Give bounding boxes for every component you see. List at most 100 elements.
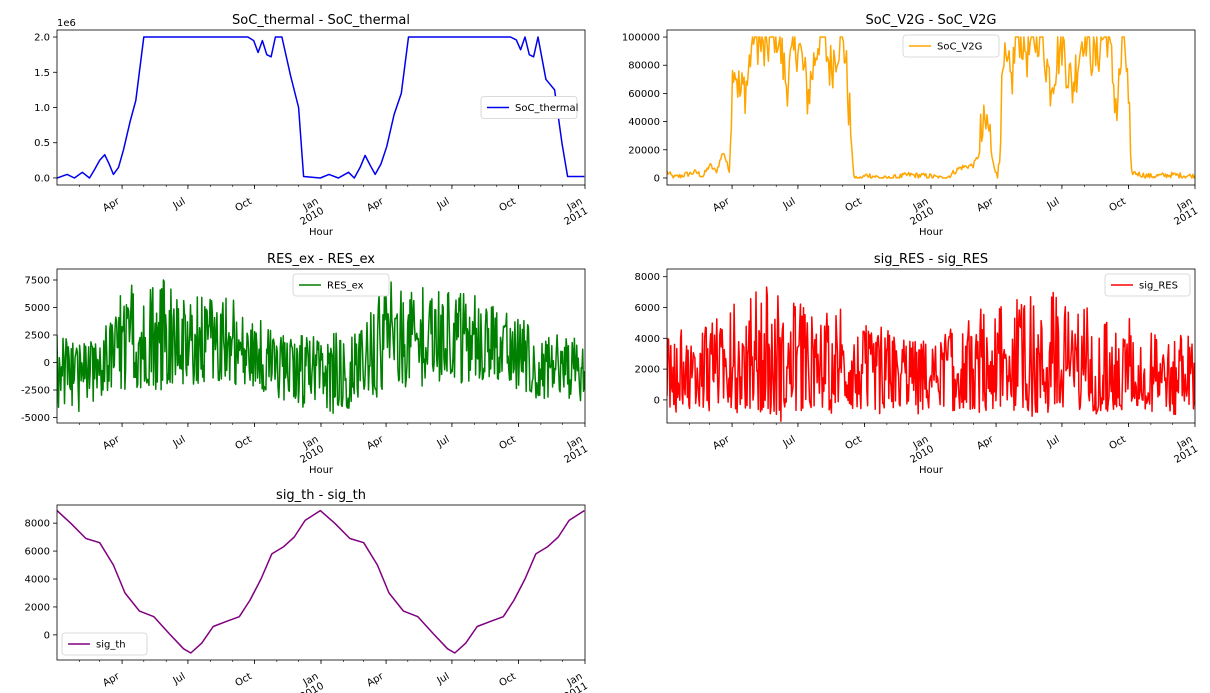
x-tick-label: Oct (1107, 434, 1128, 452)
x-tick-label: Jul (1045, 434, 1062, 450)
subplot-1: SoC_thermal - SoC_thermal 1e6 0.0 0.5 1.0 1.5… (34, 13, 590, 238)
x-tick-label: Jul (1045, 196, 1062, 212)
x-tick-label-line: Apr (101, 434, 122, 453)
x-tick-label-line: Oct (497, 434, 518, 452)
x-tick-label: Jul (171, 671, 188, 687)
x-tick-label-line: Apr (365, 434, 386, 453)
x-tick-label-line: Apr (101, 196, 122, 215)
legend: sig_th (61, 632, 148, 656)
plot-title: RES_ex - RES_ex (267, 252, 375, 267)
x-tick-label: Apr (101, 196, 122, 215)
legend: SoC_thermal (480, 96, 578, 119)
y-tick-label: 2000 (635, 365, 660, 376)
legend-label: SoC_thermal (515, 103, 578, 114)
x-tick-label: Oct (497, 434, 518, 452)
x-tick-label-line: Oct (497, 671, 518, 689)
y-tick-label: 2.0 (34, 33, 50, 44)
x-tick-label: Oct (1107, 196, 1128, 214)
y-tick-label: 6000 (635, 303, 660, 314)
x-tick-label: Jan2010 (293, 434, 326, 466)
x-tick-label-line: Apr (711, 434, 732, 453)
y-tick-label: 7500 (25, 276, 50, 287)
x-tick-label: Oct (497, 671, 518, 689)
y-tick-label: 4000 (635, 334, 660, 345)
subplot-4: sig_RES - sig_RES 0 2000 4000 6000 8000 Apr Jul… (635, 252, 1200, 476)
y-tick-label: 2500 (25, 331, 50, 342)
legend-box (902, 34, 1000, 58)
x-axis-label: Hour (919, 227, 944, 238)
y-offset-label: 1e6 (57, 18, 76, 29)
y-tick-label: 40000 (628, 117, 660, 128)
y-tick-label: 8000 (25, 519, 50, 530)
y-tick-label: 6000 (25, 547, 50, 558)
x-tick-label: Jan2010 (293, 671, 326, 693)
x-tick-label: Jul (435, 196, 452, 212)
x-tick-label: Jan2011 (557, 671, 590, 693)
x-tick-label-line: Apr (975, 434, 996, 453)
x-tick-label: Oct (497, 196, 518, 214)
x-tick-label: Apr (101, 671, 122, 690)
x-tick-label-line: Apr (101, 671, 122, 690)
x-tick-label: Apr (101, 434, 122, 453)
plot-title: SoC_thermal - SoC_thermal (232, 13, 410, 28)
plot-title: SoC_V2G - SoC_V2G (866, 13, 997, 28)
y-tick-label: 0 (44, 630, 50, 641)
x-tick-label-line: Apr (975, 196, 996, 215)
series-line (57, 509, 585, 654)
plot-title: sig_th - sig_th (276, 488, 366, 503)
x-tick-label: Oct (843, 196, 864, 214)
series-line (57, 36, 585, 179)
x-tick-label: Oct (233, 196, 254, 214)
y-tick-label: 0.0 (34, 173, 50, 184)
legend: sig_RES (1104, 273, 1191, 297)
x-axis-label: Hour (309, 227, 334, 238)
x-tick-label: Jul (171, 434, 188, 450)
x-tick-label: Apr (365, 671, 386, 690)
legend: SoC_V2G (902, 34, 1000, 58)
x-tick-label-line: Oct (497, 196, 518, 214)
subplot-2: SoC_V2G - SoC_V2G 0 20000 40000 60000 80000 10… (622, 13, 1200, 238)
x-tick-label-line: Apr (365, 196, 386, 215)
x-tick-label-line: Oct (843, 434, 864, 452)
legend-label: sig_RES (1139, 281, 1178, 292)
y-tick-label: 4000 (25, 575, 50, 586)
x-tick-label-line: Jul (435, 671, 452, 687)
x-tick-label-line: Oct (233, 434, 254, 452)
legend-box (480, 96, 578, 119)
x-tick-label-line: Jul (171, 434, 188, 450)
y-tick-label: 2000 (25, 602, 50, 613)
x-tick-label-line: Jul (171, 196, 188, 212)
x-tick-label: Oct (233, 434, 254, 452)
x-tick-label-line: Oct (233, 671, 254, 689)
x-tick-label-line: Oct (843, 196, 864, 214)
series-line (57, 279, 585, 415)
x-tick-label: Apr (365, 196, 386, 215)
y-tick-label: 60000 (628, 89, 660, 100)
x-tick-label: Apr (975, 434, 996, 453)
x-tick-label: Apr (365, 434, 386, 453)
x-tick-label: Jan2011 (557, 434, 590, 466)
y-tick-label: 8000 (635, 272, 660, 283)
x-tick-label: Apr (975, 196, 996, 215)
x-tick-label-line: Jul (435, 434, 452, 450)
x-tick-label: Jul (435, 671, 452, 687)
x-tick-label: Oct (233, 671, 254, 689)
legend-box (1104, 273, 1191, 297)
x-tick-label-line: Jul (781, 196, 798, 212)
legend-label: RES_ex (327, 281, 364, 292)
y-tick-label: 100000 (622, 33, 660, 44)
x-tick-label: Jul (435, 434, 452, 450)
x-tick-label: Apr (711, 196, 732, 215)
x-tick-label: Jan2010 (293, 196, 326, 228)
x-tick-label: Jul (781, 434, 798, 450)
y-tick-label: 0.5 (34, 138, 50, 149)
y-tick-label: -5000 (21, 413, 50, 424)
legend: RES_ex (292, 273, 390, 297)
legend-box (292, 273, 390, 297)
plot-title: sig_RES - sig_RES (874, 252, 988, 267)
subplot-3: RES_ex - RES_ex -5000 -2500 0 2500 5000 7500 Ap… (21, 252, 590, 476)
x-tick-label: Jul (781, 196, 798, 212)
y-tick-label: 20000 (628, 145, 660, 156)
legend-label: sig_th (96, 640, 126, 651)
